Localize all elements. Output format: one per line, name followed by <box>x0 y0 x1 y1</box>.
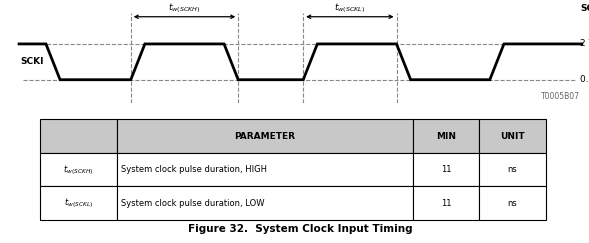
Bar <box>413 120 478 153</box>
Bar <box>413 153 478 186</box>
Text: ns: ns <box>508 199 517 208</box>
Text: UNIT: UNIT <box>500 132 525 141</box>
Bar <box>40 153 117 186</box>
Text: MIN: MIN <box>436 132 456 141</box>
Bar <box>413 186 478 220</box>
Bar <box>40 120 117 153</box>
Text: Figure 32.  System Clock Input Timing: Figure 32. System Clock Input Timing <box>188 224 413 234</box>
Text: 2 V: 2 V <box>580 39 589 48</box>
Bar <box>40 186 117 220</box>
Text: $t_{w(SCKL)}$: $t_{w(SCKL)}$ <box>64 196 93 210</box>
Text: ns: ns <box>508 165 517 174</box>
Bar <box>478 120 547 153</box>
Text: SCKI: SCKI <box>21 57 44 66</box>
Text: T0005B07: T0005B07 <box>541 92 580 101</box>
Bar <box>478 153 547 186</box>
Bar <box>117 153 413 186</box>
Bar <box>478 186 547 220</box>
Bar <box>117 186 413 220</box>
Text: $t_{w(SCKH)}$: $t_{w(SCKH)}$ <box>168 1 201 15</box>
Text: $t_{w(SCKH)}$: $t_{w(SCKH)}$ <box>64 163 94 177</box>
Text: PARAMETER: PARAMETER <box>234 132 296 141</box>
Text: SCKI: SCKI <box>580 4 589 13</box>
Bar <box>117 120 413 153</box>
Text: 11: 11 <box>441 165 451 174</box>
Text: System clock pulse duration, HIGH: System clock pulse duration, HIGH <box>121 165 267 174</box>
Text: System clock pulse duration, LOW: System clock pulse duration, LOW <box>121 199 264 208</box>
Text: 0.8 V: 0.8 V <box>580 75 589 84</box>
Text: $t_{w(SCKL)}$: $t_{w(SCKL)}$ <box>335 1 365 15</box>
Text: 11: 11 <box>441 199 451 208</box>
